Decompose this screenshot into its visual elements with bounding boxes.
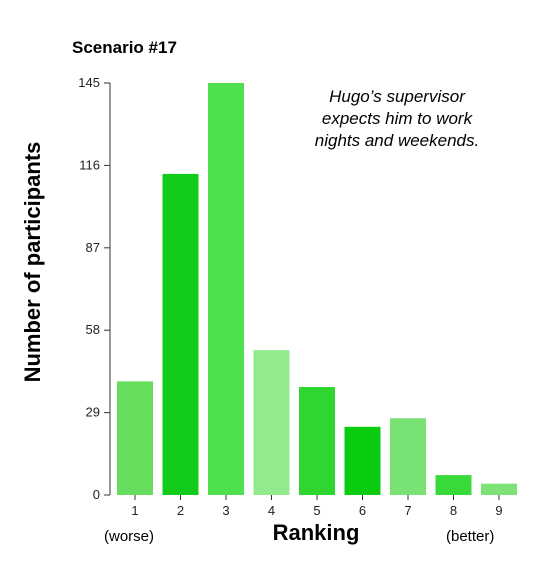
y-tick-label: 0: [93, 487, 100, 502]
x-tick-label: 9: [495, 503, 502, 518]
y-tick-label: 58: [86, 322, 100, 337]
x-tick-label: 3: [222, 503, 229, 518]
scenario-description-line: expects him to work: [321, 109, 473, 128]
bar: [208, 83, 244, 495]
y-tick-label: 145: [78, 75, 100, 90]
y-tick-label: 29: [86, 405, 100, 420]
scenario-description-line: Hugo’s supervisor: [329, 87, 465, 106]
bar: [253, 350, 290, 495]
bar: [481, 483, 517, 495]
x-tick-label: 8: [450, 503, 457, 518]
x-tick-label: 6: [359, 503, 366, 518]
x-tick-label: 1: [131, 503, 138, 518]
y-tick-label: 116: [79, 157, 100, 172]
bar: [435, 475, 472, 495]
scenario-description: Hugo’s supervisor expects him to work ni…: [292, 86, 502, 152]
y-tick-label: 87: [86, 240, 100, 255]
x-axis-worse-label: (worse): [104, 528, 155, 545]
x-tick-label: 7: [404, 503, 411, 518]
chart-title: Scenario #17: [72, 38, 177, 57]
scenario-description-line: nights and weekends.: [314, 131, 480, 150]
x-axis-better-label: (better): [446, 528, 495, 545]
bar: [344, 426, 381, 495]
bar: [390, 418, 426, 495]
x-tick-label: 4: [268, 503, 275, 518]
bar: [162, 173, 199, 495]
y-axis-label: Number of participants: [20, 141, 45, 383]
x-tick-label: 5: [313, 503, 320, 518]
bar: [117, 381, 153, 495]
x-tick-label: 2: [177, 503, 184, 518]
bar: [299, 387, 335, 495]
x-axis-label: Ranking: [272, 520, 360, 545]
